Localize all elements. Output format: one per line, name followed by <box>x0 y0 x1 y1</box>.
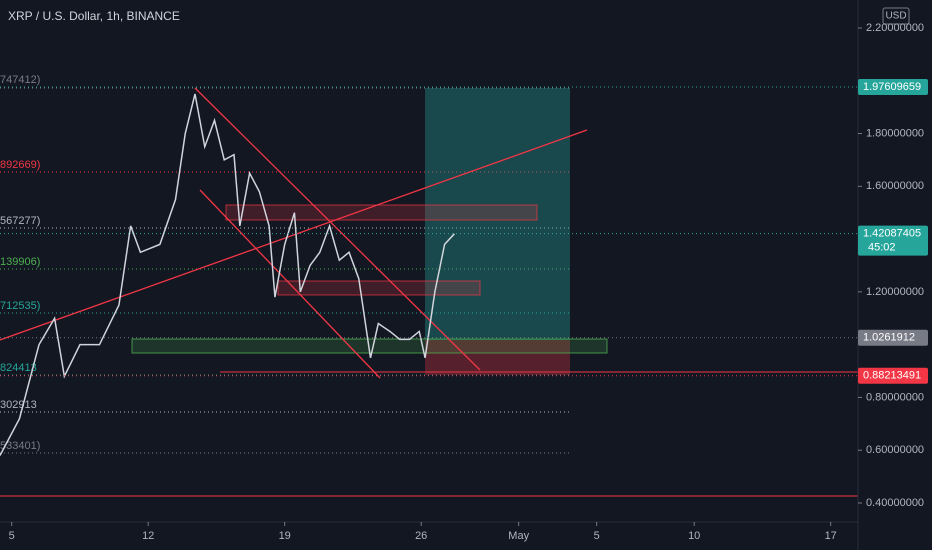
x-tick-label: 10 <box>688 530 700 542</box>
level-label: 747412) <box>0 74 40 86</box>
y-tick-label: 1.20000000 <box>866 286 924 298</box>
price-countdown: 45:02 <box>868 241 896 253</box>
price-tag <box>858 225 928 256</box>
level-label: 302913 <box>0 399 37 411</box>
channel-line <box>199 189 381 379</box>
y-tick-label: 1.60000000 <box>866 180 924 192</box>
profit-zone <box>425 88 570 340</box>
supply-zone <box>277 280 481 296</box>
x-tick-label: 5 <box>9 530 15 542</box>
y-tick-label: 1.80000000 <box>866 127 924 139</box>
y-tick-label: 0.60000000 <box>866 444 924 456</box>
level-label: 139906) <box>0 256 40 268</box>
y-tick-label: 2.20000000 <box>866 22 924 34</box>
loss-zone <box>425 340 570 375</box>
price-tag-label: 1.97609659 <box>863 81 921 93</box>
price-tag <box>858 79 928 96</box>
level-label: 712535) <box>0 300 40 312</box>
price-tag <box>858 329 928 346</box>
channel-line <box>194 87 481 371</box>
chart-title: XRP / U.S. Dollar, 1h, BINANCE <box>8 9 180 23</box>
y-tick-label: 0.80000000 <box>866 391 924 403</box>
x-tick-label: May <box>508 530 529 542</box>
level-label: 892669) <box>0 159 40 171</box>
trendline <box>0 129 588 341</box>
price-line <box>0 93 455 456</box>
price-tag-label: 1.42087405 <box>863 227 921 239</box>
y-tick-label: 0.40000000 <box>866 497 924 509</box>
level-label: 567277) <box>0 215 40 227</box>
fib-levels <box>0 87 572 454</box>
x-tick-label: 5 <box>594 530 600 542</box>
level-label: 533401) <box>0 440 40 452</box>
currency-box <box>882 7 910 25</box>
price-tag-label: 1.0261912 <box>863 332 915 344</box>
currency: USD <box>885 11 906 22</box>
price-tag-label: 0.88213491 <box>863 370 921 382</box>
x-tick-label: 26 <box>415 530 427 542</box>
x-tick-label: 19 <box>279 530 291 542</box>
level-labels: 747412) 892669) 567277) 139906) 712535) … <box>0 74 40 452</box>
level-label: 824413 <box>0 362 37 374</box>
x-tick-label: 12 <box>142 530 154 542</box>
price-tag <box>858 367 928 384</box>
supply-zone <box>225 204 538 221</box>
x-tick-label: 17 <box>825 530 837 542</box>
